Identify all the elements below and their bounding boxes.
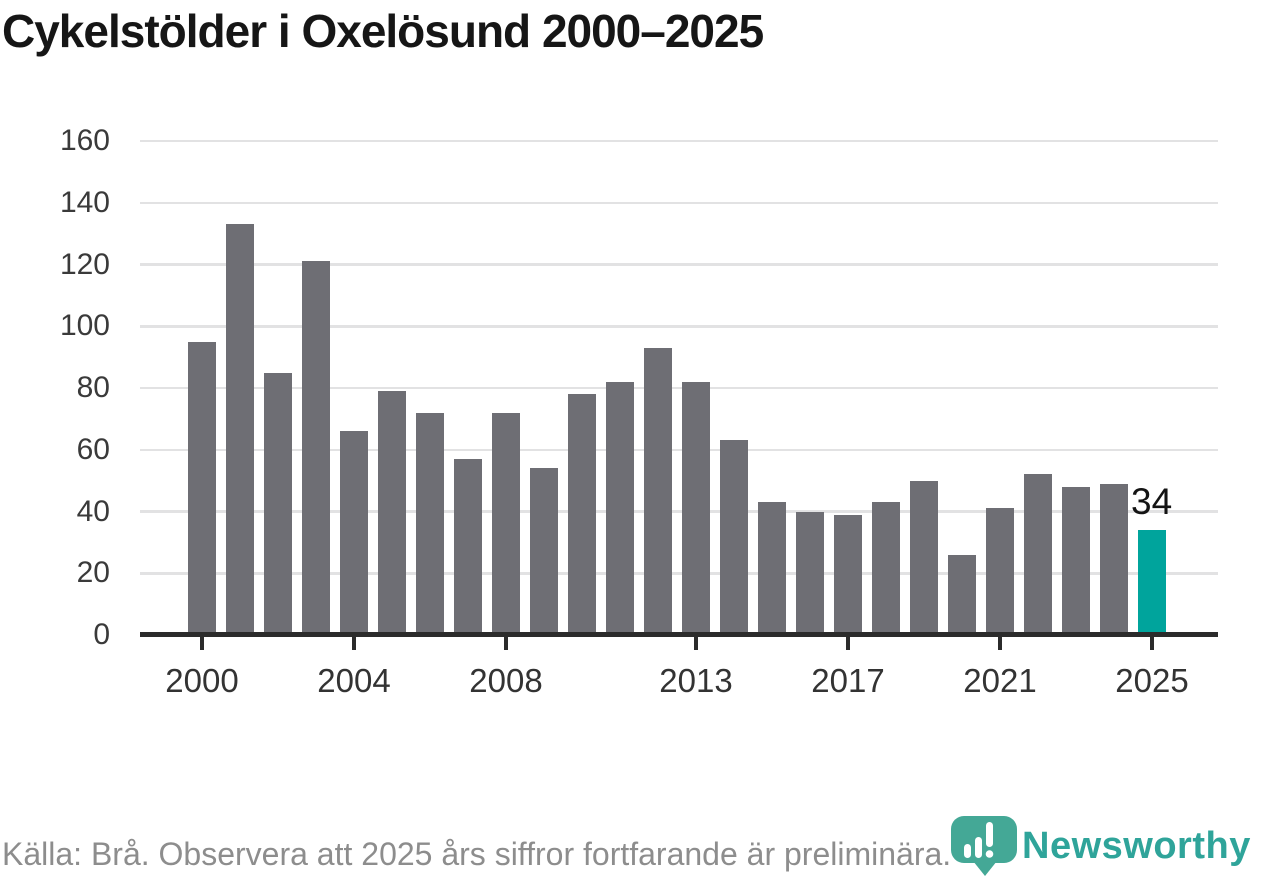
y-axis-label-100: 100 [59, 309, 110, 343]
y-axis-label-140: 140 [59, 185, 110, 219]
bar-2003 [302, 261, 330, 635]
bar-2017 [834, 514, 862, 635]
bar-value-label: 34 [1131, 481, 1173, 523]
bar-2001 [226, 224, 254, 635]
y-axis-label-60: 60 [76, 432, 110, 466]
gridline-60 [140, 448, 1218, 451]
x-axis-label-2004: 2004 [317, 662, 391, 699]
x-axis-tick-2017 [846, 637, 850, 650]
newsworthy-logo: Newsworthy [950, 815, 1251, 877]
bar-2012 [644, 347, 672, 635]
x-axis-tick-2000 [200, 637, 204, 650]
bar-2024 [1100, 483, 1128, 635]
source-note: Källa: Brå. Observera att 2025 års siffr… [2, 836, 952, 872]
x-axis-label-2021: 2021 [963, 662, 1037, 699]
logo-pin-shape [951, 816, 1017, 876]
bar-2006 [416, 412, 444, 635]
y-axis-label-40: 40 [76, 494, 110, 528]
y-axis-label-120: 120 [59, 247, 110, 281]
bar-2020 [948, 554, 976, 635]
x-axis-label-2025: 2025 [1115, 662, 1189, 699]
bar-2010 [568, 394, 596, 635]
x-axis-label-2017: 2017 [811, 662, 885, 699]
x-axis-line [140, 632, 1218, 637]
bar-2023 [1062, 486, 1090, 635]
gridline-160 [140, 139, 1218, 143]
bar-2013 [682, 381, 710, 635]
bar-2004 [340, 431, 368, 635]
newsworthy-logo-text: Newsworthy [1022, 825, 1251, 867]
x-axis-tick-2025 [1150, 637, 1154, 650]
bar-2019 [910, 480, 938, 635]
gridline-140 [140, 201, 1218, 204]
x-axis-tick-2013 [694, 637, 698, 650]
gridline-40 [140, 510, 1218, 513]
chart-title: Cykelstölder i Oxelösund 2000–2025 [2, 5, 764, 57]
bar-2005 [378, 391, 406, 635]
gridline-80 [140, 386, 1218, 390]
x-axis-label-2000: 2000 [165, 662, 239, 699]
bar-2025 [1138, 530, 1166, 635]
bar-2009 [530, 468, 558, 635]
logo-bars [964, 822, 994, 858]
bar-2021 [986, 508, 1014, 635]
bar-2018 [872, 502, 900, 635]
bar-2000 [188, 341, 216, 635]
y-axis-label-20: 20 [76, 556, 110, 590]
gridline-20 [140, 572, 1218, 575]
bar-2016 [796, 511, 824, 635]
y-axis-label-160: 160 [59, 124, 110, 157]
y-axis-label-0: 0 [93, 618, 110, 651]
x-axis-label-2013: 2013 [659, 662, 733, 699]
x-axis-tick-2008 [504, 637, 508, 650]
x-axis-label-2008: 2008 [469, 662, 543, 699]
y-axis-label-80: 80 [76, 371, 110, 404]
gridline-120 [140, 263, 1218, 266]
x-axis-tick-2021 [998, 637, 1002, 650]
bar-2015 [758, 502, 786, 635]
bar-2014 [720, 440, 748, 635]
bar-2002 [264, 372, 292, 635]
bar-2008 [492, 412, 520, 635]
newsworthy-logo-icon [951, 816, 1017, 876]
gridline-100 [140, 325, 1218, 328]
bar-2022 [1024, 474, 1052, 635]
x-axis-tick-2004 [352, 637, 356, 650]
bar-2011 [606, 381, 634, 635]
bar-2007 [454, 459, 482, 635]
